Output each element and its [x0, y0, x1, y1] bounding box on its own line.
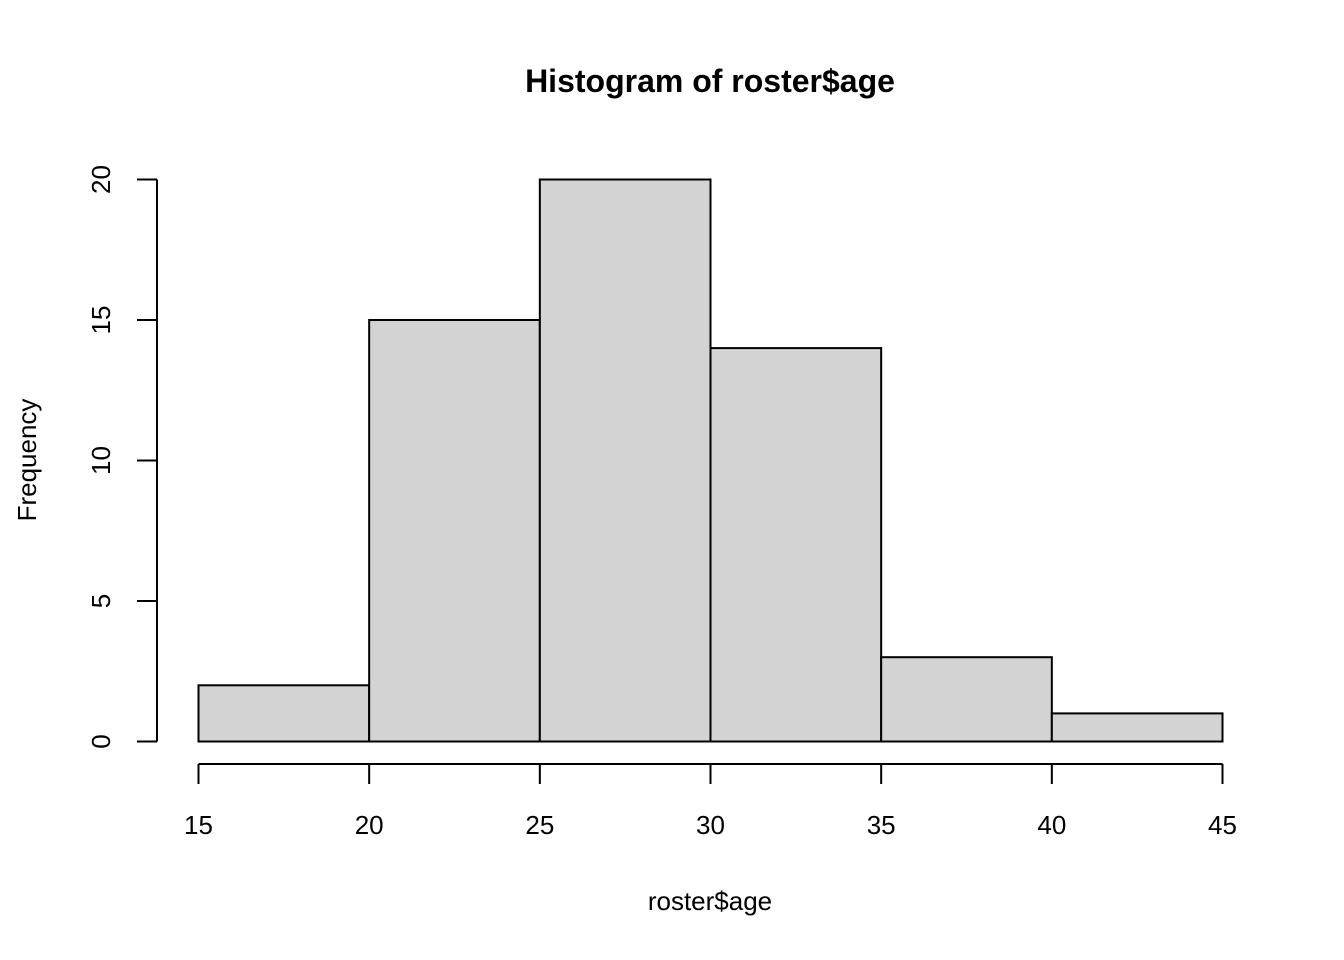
x-tick-label: 15	[184, 810, 213, 840]
x-tick-label: 20	[355, 810, 384, 840]
x-tick-label: 30	[696, 810, 725, 840]
x-tick-label: 45	[1208, 810, 1237, 840]
histogram-bar	[880, 656, 1053, 743]
y-tick-label: 15	[86, 306, 116, 335]
y-axis: 0 5 10 15 20	[86, 165, 158, 749]
x-tick-label: 25	[525, 810, 554, 840]
x-axis-label: roster$age	[648, 886, 772, 916]
y-axis-label: Frequency	[12, 399, 42, 522]
histogram-bar	[368, 319, 541, 743]
histogram-bar	[538, 178, 712, 743]
histogram-bar	[709, 347, 883, 743]
histogram-bar	[197, 684, 371, 743]
y-tick-label: 0	[86, 734, 116, 748]
y-tick-label: 5	[86, 594, 116, 608]
histogram-bar	[1050, 712, 1224, 743]
y-tick-label: 20	[86, 165, 116, 194]
x-tick-label: 35	[867, 810, 896, 840]
chart-title: Histogram of roster$age	[525, 63, 895, 99]
y-tick-label: 10	[86, 446, 116, 475]
x-axis: 15 20 25 30 35 40 45	[184, 763, 1237, 840]
bars-group	[197, 178, 1224, 743]
x-tick-label: 40	[1037, 810, 1066, 840]
